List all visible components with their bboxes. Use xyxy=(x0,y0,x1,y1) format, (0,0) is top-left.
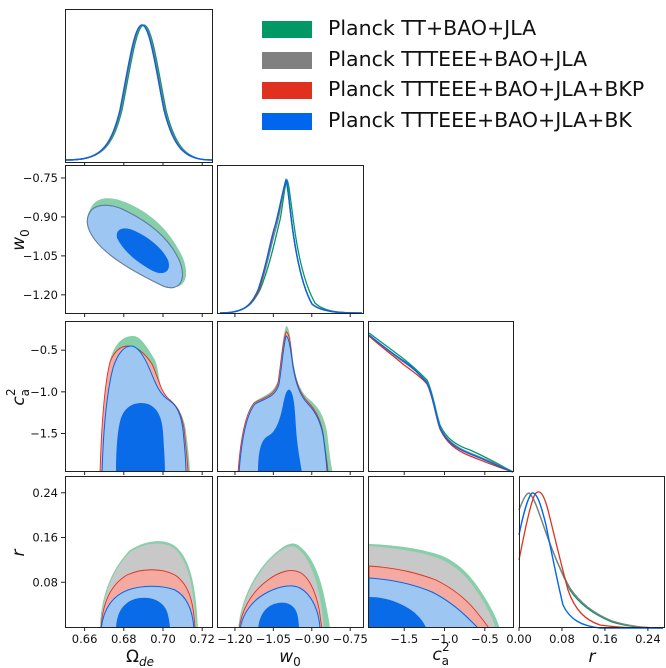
frame-3-3 xyxy=(519,476,665,628)
xtick-label-r-3: 0.24 xyxy=(635,632,661,646)
axis-labels: w0 ca2 r Ωde w0 ca2 r xyxy=(4,229,597,668)
ytick-label-w0-0: −1.20 xyxy=(23,288,58,302)
panel-r-vs-w0 xyxy=(238,543,330,628)
frame-0-0 xyxy=(65,9,213,163)
ytick-label-r-0: 0.08 xyxy=(32,575,58,589)
xtick-label-r-0: 0.00 xyxy=(506,632,532,646)
legend-swatch-ttteee xyxy=(262,51,312,69)
xtick-label-w0-0: −1.20 xyxy=(217,632,252,646)
legend-label-bk: Planck TTTEEE+BAO+JLA+BK xyxy=(328,107,632,132)
axes-frames xyxy=(65,9,665,628)
xlabel-ca2: ca2 xyxy=(432,640,449,668)
xtick-label-w0-1: −1.05 xyxy=(256,632,291,646)
xtick-label-ca2-0: −1.5 xyxy=(390,632,418,646)
xtick-label-ca2-1: −1.0 xyxy=(431,632,459,646)
xtick-label-w0-3: −0.75 xyxy=(333,632,368,646)
panel-r-vs-omega xyxy=(100,541,198,628)
xtick-label-omega_de-2: 0.70 xyxy=(150,632,176,646)
panel-r-marginal xyxy=(518,491,664,629)
curve-bkp-omega xyxy=(65,24,213,161)
ytick-label-r-1: 0.16 xyxy=(32,531,58,545)
panel-r-vs-ca2 xyxy=(368,544,500,628)
ytick-label-ca2-2: −0.5 xyxy=(30,343,58,357)
ylabel-ca2: ca2 xyxy=(4,388,32,405)
curve-bk-omega xyxy=(65,24,213,161)
xlabel-r: r xyxy=(589,647,597,667)
legend-swatch-tt xyxy=(262,21,312,38)
curve-tt-omega xyxy=(65,24,213,161)
frame-2-0 xyxy=(65,321,213,472)
panel-w0-vs-omega xyxy=(86,198,187,289)
ytick-label-w0-3: −0.75 xyxy=(23,171,58,185)
tick-marks xyxy=(61,162,649,631)
xtick-label-omega_de-0: 0.66 xyxy=(72,632,98,646)
frame-2-2 xyxy=(368,321,514,472)
panel-ca2-marginal xyxy=(368,332,514,473)
frame-1-1 xyxy=(217,165,364,314)
xtick-label-r-1: 0.08 xyxy=(549,632,575,646)
xtick-label-ca2-2: −0.5 xyxy=(471,632,499,646)
ytick-label-w0-2: −0.90 xyxy=(23,210,58,224)
ytick-label-r-2: 0.24 xyxy=(32,486,58,500)
ylabel-w0: w0 xyxy=(9,229,32,251)
frame-1-0 xyxy=(65,165,213,314)
ylabel-r: r xyxy=(9,549,29,557)
xtick-label-omega_de-1: 0.68 xyxy=(111,632,137,646)
ytick-label-ca2-0: −1.5 xyxy=(30,427,58,441)
xlabel-omega-de: Ωde xyxy=(126,647,154,668)
panel-omega-de-marginal xyxy=(65,24,213,161)
ytick-label-ca2-1: −1.0 xyxy=(30,385,58,399)
panel-w0-marginal xyxy=(219,178,363,314)
legend-swatch-bk xyxy=(262,112,312,130)
panel-ca2-vs-w0 xyxy=(237,326,333,472)
legend-label-bkp: Planck TTTEEE+BAO+JLA+BKP xyxy=(328,77,645,101)
legend-label-tt: Planck TT+BAO+JLA xyxy=(328,16,537,40)
panel-ca2-vs-omega xyxy=(99,336,190,472)
legend-swatch-bkp xyxy=(262,82,312,99)
frame-2-1 xyxy=(217,321,364,472)
xlabel-w0: w0 xyxy=(279,647,301,668)
xtick-label-omega_de-3: 0.72 xyxy=(189,632,215,646)
tick-labels: 0.66 0.68 0.70 0.72 −1.20 −1.05 −0.90 −0.75 −1.5… xyxy=(23,171,661,646)
ytick-label-w0-1: −1.05 xyxy=(23,249,58,263)
legend-label-ttteee: Planck TTTEEE+BAO+JLA xyxy=(328,46,588,71)
frame-3-0 xyxy=(65,476,213,628)
frame-3-1 xyxy=(217,476,364,628)
xtick-label-r-2: 0.16 xyxy=(592,632,618,646)
frame-3-2 xyxy=(368,476,514,628)
xtick-label-w0-2: −0.90 xyxy=(294,632,329,646)
curve-ttteee-omega xyxy=(65,24,213,161)
